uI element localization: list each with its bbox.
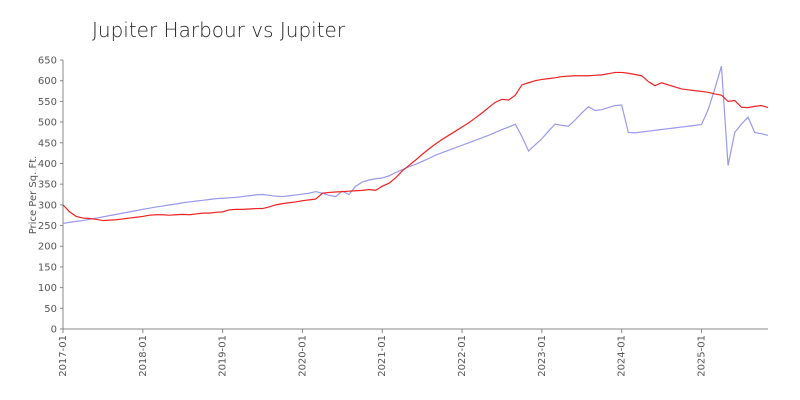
y-axis-label: Price Per Sq. Ft. [28, 156, 39, 235]
y-tick-label: 200 [38, 242, 57, 253]
x-tick-label: 2023-01 [537, 335, 548, 377]
y-tick-label: 400 [38, 159, 57, 170]
y-tick-label: 450 [38, 138, 57, 149]
x-tick-label: 2021-01 [377, 335, 388, 377]
y-tick-label: 500 [38, 118, 57, 129]
y-tick-label: 150 [38, 262, 57, 273]
x-tick-label: 2019-01 [218, 335, 229, 377]
y-tick-label: 0 [51, 325, 57, 336]
y-tick-label: 600 [38, 76, 57, 87]
y-tick-label: 650 [38, 56, 57, 67]
y-tick-label: 350 [38, 180, 57, 191]
x-tick-label: 2018-01 [138, 335, 149, 377]
x-tick-label: 2025-01 [696, 335, 707, 377]
y-tick-label: 300 [38, 200, 57, 211]
x-tick-label: 2022-01 [457, 335, 468, 377]
y-tick-label: 50 [44, 304, 57, 315]
x-tick-label: 2024-01 [617, 335, 628, 377]
chart-title: Jupiter Harbour vs Jupiter [92, 18, 346, 42]
x-tick-label: 2020-01 [297, 335, 308, 377]
y-tick-label: 250 [38, 221, 57, 232]
y-tick-label: 550 [38, 97, 57, 108]
line-series [62, 71, 769, 222]
x-tick-label: 2017-01 [58, 335, 69, 377]
y-tick-label: 100 [38, 283, 57, 294]
line-series [62, 66, 769, 225]
